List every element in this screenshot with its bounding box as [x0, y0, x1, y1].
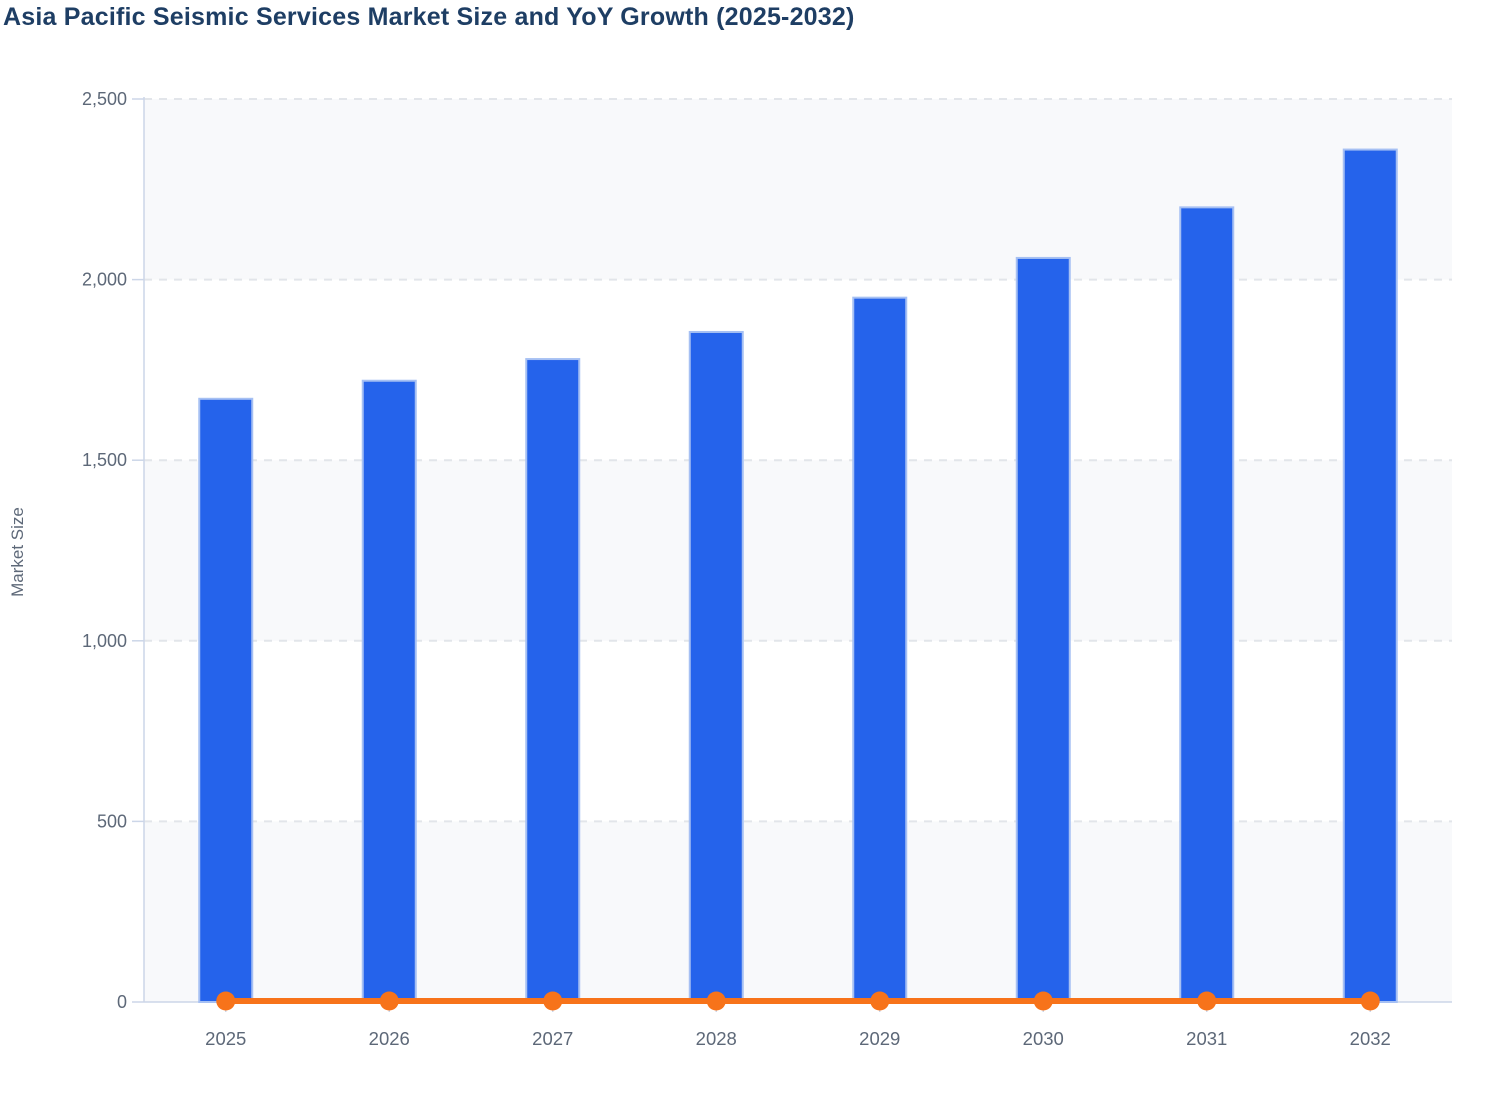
y-tick-label-1500: 1,500	[82, 450, 127, 470]
x-tick-label-2030: 2030	[1023, 1028, 1064, 1049]
plot-band	[144, 99, 1452, 280]
x-tick-label-2028: 2028	[696, 1028, 737, 1049]
yoy-growth-point-2029[interactable]	[870, 991, 890, 1011]
yoy-growth-point-2027[interactable]	[543, 991, 563, 1011]
x-tick-label-2025: 2025	[205, 1028, 246, 1049]
bar-2028[interactable]	[688, 330, 744, 1003]
bar-2029[interactable]	[852, 296, 908, 1004]
yoy-growth-point-2032[interactable]	[1360, 991, 1380, 1011]
x-tick-label-2026: 2026	[369, 1028, 410, 1049]
yoy-growth-point-2031[interactable]	[1197, 991, 1217, 1011]
y-tick-label-1000: 1,000	[82, 631, 127, 651]
x-tick-label-2032: 2032	[1350, 1028, 1391, 1049]
y-tick-label-2000: 2,000	[82, 270, 127, 290]
bar-2032[interactable]	[1342, 148, 1398, 1003]
chart-title: Asia Pacific Seismic Services Market Siz…	[3, 3, 855, 31]
y-tick-label-500: 500	[97, 811, 127, 831]
y-tick-label-0: 0	[117, 992, 127, 1012]
bar-2025[interactable]	[198, 397, 254, 1003]
bar-2031[interactable]	[1179, 206, 1235, 1004]
bar-2027[interactable]	[525, 358, 581, 1003]
bar-2030[interactable]	[1015, 256, 1071, 1004]
x-tick-label-2029: 2029	[859, 1028, 900, 1049]
yoy-growth-point-2025[interactable]	[216, 991, 236, 1011]
x-tick-label-2031: 2031	[1186, 1028, 1227, 1049]
yoy-growth-point-2030[interactable]	[1033, 991, 1053, 1011]
plot-band	[144, 460, 1452, 641]
x-tick-label-2027: 2027	[532, 1028, 573, 1049]
yoy-growth-point-2026[interactable]	[379, 991, 399, 1011]
plot-band	[144, 821, 1452, 1002]
yoy-growth-point-2028[interactable]	[706, 991, 726, 1011]
bar-2026[interactable]	[361, 379, 417, 1003]
y-tick-label-2500: 2,500	[82, 89, 127, 109]
